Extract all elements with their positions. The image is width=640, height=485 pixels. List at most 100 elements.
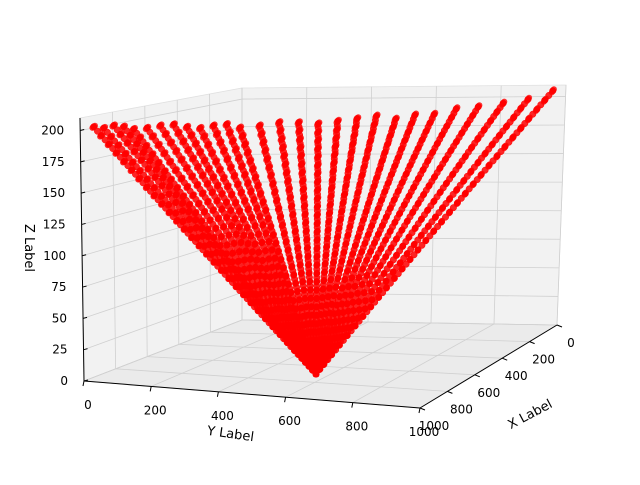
data-point [414, 176, 421, 183]
data-point [187, 133, 194, 140]
data-point [436, 166, 443, 173]
data-point [419, 192, 426, 199]
data-point [358, 173, 365, 180]
data-point [116, 132, 123, 139]
grid-line-y [352, 323, 495, 403]
data-point [361, 241, 368, 248]
data-point [332, 284, 339, 291]
data-point [374, 206, 381, 213]
data-point [342, 184, 349, 191]
data-point [160, 169, 167, 176]
data-point [322, 253, 329, 260]
data-point [229, 250, 236, 257]
data-point [198, 219, 204, 225]
data-point [330, 161, 336, 168]
data-point [186, 227, 193, 234]
data-point [179, 139, 186, 146]
data-point [303, 304, 309, 311]
data-point [320, 361, 327, 368]
data-point [372, 255, 379, 262]
data-point [516, 107, 523, 113]
data-point [362, 156, 369, 163]
data-point [406, 257, 413, 264]
data-point [128, 160, 135, 167]
data-point [261, 148, 268, 155]
data-point [269, 182, 276, 188]
data-point [320, 278, 327, 285]
data-point [228, 139, 235, 146]
data-point [137, 158, 144, 165]
data-point [246, 275, 253, 282]
y-tick-label: 200 [144, 403, 167, 417]
data-point [469, 182, 476, 189]
data-point [313, 246, 320, 253]
data-point [276, 215, 283, 221]
data-point [332, 243, 339, 250]
data-point [295, 254, 302, 261]
data-point [351, 266, 358, 273]
data-point [119, 124, 126, 131]
data-point [357, 226, 364, 233]
data-point [321, 269, 327, 276]
data-point [327, 277, 334, 284]
y-tick-label: 0 [84, 398, 92, 412]
z-tick-label: 125 [43, 217, 66, 231]
data-point [414, 146, 421, 153]
data-point [492, 110, 499, 117]
data-point [204, 227, 211, 234]
data-point [299, 187, 306, 194]
data-point [210, 235, 217, 242]
data-point [433, 142, 440, 148]
data-point [334, 276, 341, 283]
data-point [196, 126, 202, 133]
data-point [251, 241, 258, 248]
data-point [303, 237, 310, 244]
data-point [193, 165, 200, 171]
data-point [338, 285, 345, 292]
data-point [272, 273, 279, 280]
data-point [378, 223, 385, 230]
data-point [285, 281, 292, 288]
data-point [493, 154, 500, 161]
data-point [377, 246, 384, 253]
data-point [179, 194, 186, 201]
data-point [316, 365, 324, 373]
data-point [398, 266, 405, 273]
data-point [271, 190, 277, 197]
data-point [374, 232, 381, 239]
data-point [280, 231, 287, 238]
data-point [343, 175, 350, 182]
z-tick-mark [81, 222, 86, 225]
data-point [367, 304, 374, 311]
data-point [425, 184, 432, 190]
data-point [172, 149, 179, 156]
data-point [135, 176, 142, 183]
data-point [120, 159, 126, 166]
data-point [347, 150, 354, 157]
data-point [193, 235, 200, 242]
data-point [302, 229, 309, 236]
axis-line [83, 380, 421, 409]
data-point [386, 229, 393, 236]
data-point [330, 260, 336, 267]
data-point [150, 185, 157, 192]
data-point [307, 295, 314, 302]
data-point [410, 155, 417, 162]
data-point [246, 265, 253, 272]
data-point [495, 133, 502, 140]
data-point [342, 241, 349, 248]
data-point [442, 124, 449, 131]
data-point [291, 229, 298, 236]
data-point [235, 209, 242, 216]
data-point [325, 219, 332, 226]
data-point [386, 262, 393, 269]
data-point [359, 313, 366, 320]
data-point [395, 211, 402, 218]
grid-line-z [81, 153, 564, 194]
data-point [354, 190, 361, 197]
data-point [132, 141, 139, 148]
data-point [191, 210, 198, 217]
data-point [287, 204, 294, 211]
data-point [438, 206, 445, 213]
data-point [384, 181, 391, 188]
